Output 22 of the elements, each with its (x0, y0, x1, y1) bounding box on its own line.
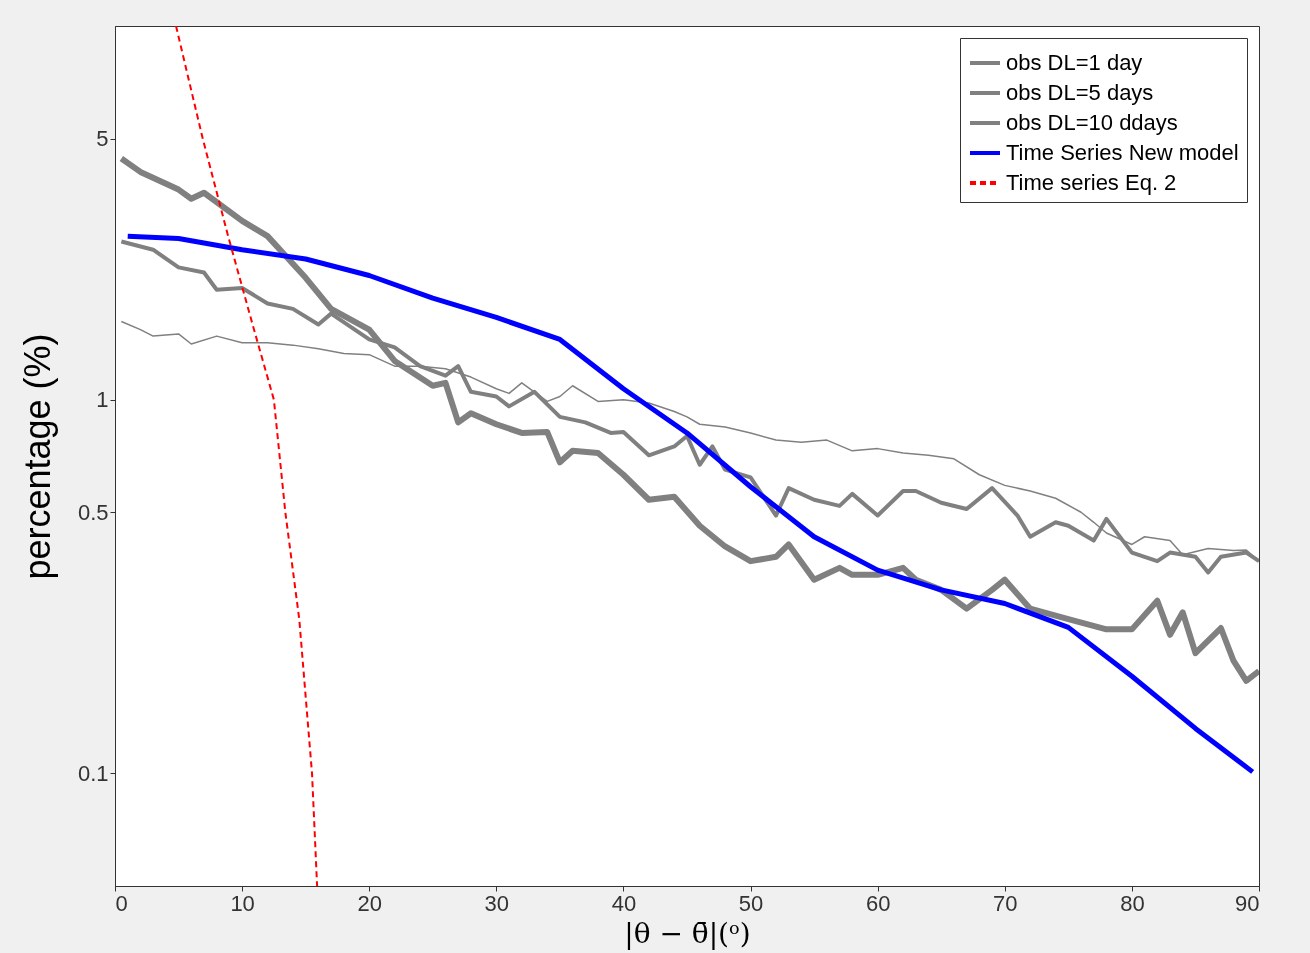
legend-label: obs DL=5 days (1006, 80, 1154, 105)
x-axis-title: |θ − θ̄|(ᵒ) (624, 916, 751, 950)
x-tick-label: 60 (865, 890, 891, 916)
x-tick-label: 50 (738, 890, 764, 916)
y-tick-label: 0.5 (77, 499, 109, 525)
y-tick-label: 5 (96, 126, 109, 152)
x-tick-label: 80 (1120, 890, 1145, 916)
x-tick-label: 20 (357, 890, 382, 916)
legend-label: Time Series New model (1006, 140, 1239, 165)
legend-label: obs DL=10 ddays (1006, 110, 1178, 135)
y-tick-label: 1 (96, 387, 109, 413)
x-tick-label: 30 (484, 890, 510, 916)
x-tick-label: 90 (1235, 890, 1260, 916)
x-tick-label: 70 (993, 890, 1018, 916)
y-tick-label: 0.1 (77, 760, 109, 786)
legend-label: Time series Eq. 2 (1006, 170, 1177, 195)
x-tick-label: 10 (230, 890, 255, 916)
y-axis-title: percentage (%) (16, 333, 58, 580)
legend-label: obs DL=1 day (1006, 50, 1143, 75)
x-tick-label: 0 (115, 890, 128, 916)
line-series (175, 26, 319, 886)
x-tick-label: 40 (611, 890, 637, 916)
